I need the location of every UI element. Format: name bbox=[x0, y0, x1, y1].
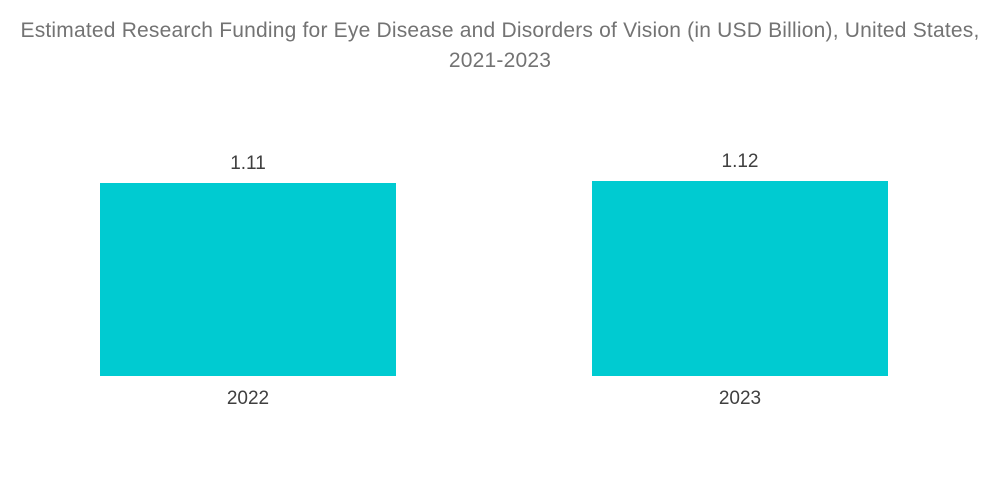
category-label-2022: 2022 bbox=[226, 388, 270, 409]
bar-group-2022: 1.11 2022 bbox=[100, 153, 396, 410]
bar-value-label-2022: 1.11 bbox=[230, 153, 266, 174]
chart-title: Estimated Research Funding for Eye Disea… bbox=[20, 19, 980, 72]
bar-group-2023: 1.12 2023 bbox=[592, 151, 888, 410]
bar-2023 bbox=[592, 181, 888, 376]
bar-2022 bbox=[100, 183, 396, 376]
category-label-2023: 2023 bbox=[718, 388, 762, 409]
bar-value-label-2023: 1.12 bbox=[721, 151, 759, 172]
